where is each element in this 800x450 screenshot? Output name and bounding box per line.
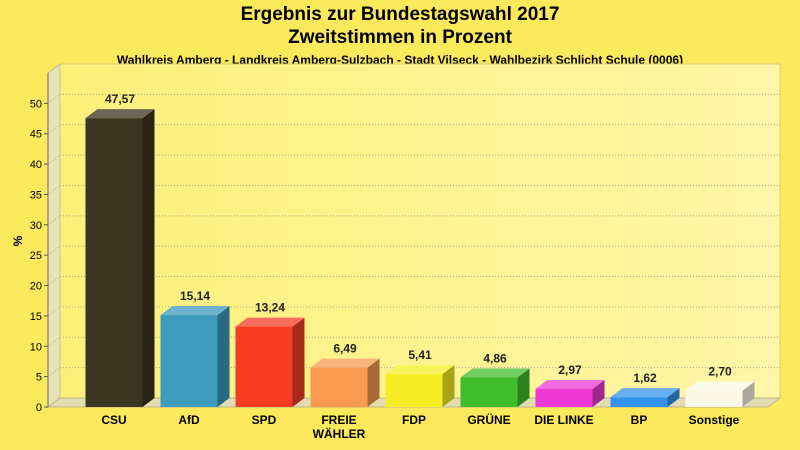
bar bbox=[535, 379, 605, 407]
category-label: Sonstige bbox=[689, 413, 740, 427]
category-label: BP bbox=[631, 413, 648, 427]
y-tick-label: 25 bbox=[30, 250, 42, 262]
bar bbox=[385, 365, 455, 407]
bar-side bbox=[217, 306, 230, 407]
y-tick-label: 10 bbox=[30, 341, 42, 353]
bar bbox=[610, 388, 680, 407]
gridline-wall bbox=[47, 276, 61, 286]
data-label: 47,57 bbox=[105, 92, 135, 106]
y-tick-label: 20 bbox=[30, 281, 42, 293]
bar-side bbox=[142, 109, 155, 407]
category-label: FREIE bbox=[321, 413, 356, 427]
bar bbox=[685, 381, 755, 407]
category-label: SPD bbox=[252, 413, 277, 427]
data-label: 1,62 bbox=[633, 371, 657, 385]
bar-top bbox=[685, 381, 755, 391]
data-label: 6,49 bbox=[333, 342, 357, 356]
y-tick-label: 15 bbox=[30, 311, 42, 323]
gridline-wall bbox=[47, 306, 61, 317]
bar-front bbox=[610, 397, 668, 407]
category-label: AfD bbox=[178, 413, 200, 427]
gridline-wall bbox=[47, 215, 61, 226]
bar-side bbox=[517, 368, 530, 407]
bar bbox=[460, 368, 530, 407]
data-label: 5,41 bbox=[408, 348, 432, 362]
bar-front bbox=[310, 367, 368, 407]
data-label: 13,24 bbox=[255, 301, 285, 315]
gridline-wall bbox=[47, 367, 61, 378]
gridline-wall bbox=[47, 124, 61, 135]
data-label: 2,70 bbox=[708, 365, 732, 379]
bar-front bbox=[160, 315, 218, 407]
bar bbox=[85, 109, 155, 407]
y-tick-label: 35 bbox=[30, 189, 42, 201]
chart-title: Ergebnis zur Bundestagswahl 2017 bbox=[240, 4, 560, 25]
bar-top bbox=[160, 306, 230, 316]
y-tick-label: 45 bbox=[30, 129, 42, 141]
gridline-wall bbox=[47, 154, 61, 165]
gridline-wall bbox=[47, 336, 61, 347]
category-label: GRÜNE bbox=[467, 412, 510, 427]
y-axis-label: % bbox=[11, 235, 25, 246]
category-label: DIE LINKE bbox=[534, 413, 593, 427]
data-label: 2,97 bbox=[558, 363, 582, 377]
bar-side bbox=[742, 381, 755, 407]
category-label: CSU bbox=[101, 413, 126, 427]
category-label: WÄHLER bbox=[313, 426, 366, 441]
gridline-wall bbox=[47, 245, 61, 256]
bar-top bbox=[235, 317, 305, 327]
bar-side bbox=[442, 365, 455, 407]
bar-side bbox=[592, 379, 605, 407]
y-tick-label: 5 bbox=[36, 372, 42, 384]
bar-front bbox=[235, 326, 293, 407]
bar-front bbox=[85, 118, 143, 407]
plot-left-wall bbox=[47, 63, 61, 408]
y-tick-label: 30 bbox=[30, 220, 42, 232]
bar-side bbox=[667, 388, 680, 407]
bar-top bbox=[310, 358, 380, 368]
bar-front bbox=[385, 374, 443, 407]
chart-title-line-2: Zweitstimmen in Prozent bbox=[288, 27, 512, 48]
category-label: FDP bbox=[402, 413, 426, 427]
y-tick-label: 40 bbox=[30, 159, 42, 171]
bar bbox=[235, 317, 305, 407]
bar-front bbox=[460, 377, 518, 407]
bar-side bbox=[367, 358, 380, 407]
bar-front bbox=[685, 390, 743, 407]
bar bbox=[160, 306, 230, 407]
bar-top bbox=[85, 109, 155, 119]
data-label: 15,14 bbox=[180, 289, 210, 303]
bar-top bbox=[385, 365, 455, 375]
bar-top bbox=[460, 368, 530, 378]
data-label: 4,86 bbox=[483, 351, 507, 365]
bar-side bbox=[292, 317, 305, 407]
bar-top bbox=[535, 379, 605, 389]
y-tick-label: 0 bbox=[36, 402, 42, 414]
bar-front bbox=[535, 388, 593, 407]
bar bbox=[310, 358, 380, 407]
gridline-wall bbox=[47, 93, 61, 104]
bar-top bbox=[610, 388, 680, 398]
y-tick-label: 50 bbox=[30, 98, 42, 110]
gridline-wall bbox=[47, 185, 61, 195]
